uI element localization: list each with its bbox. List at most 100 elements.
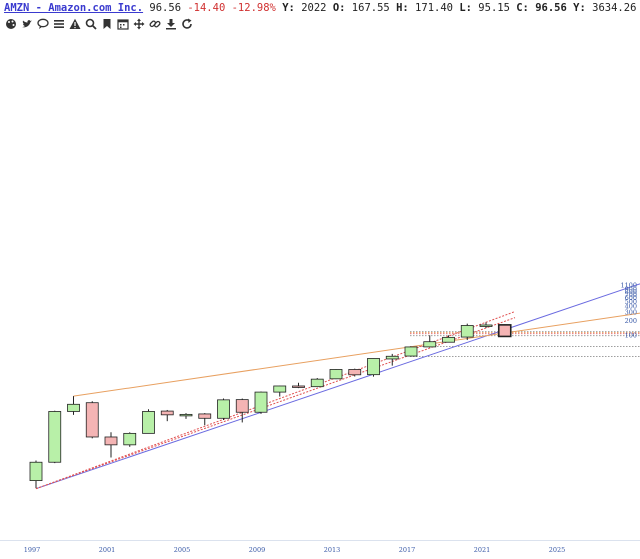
price-change: -14.40 (187, 2, 226, 14)
candle-2021 (479, 322, 493, 329)
trendline-red-1 (35, 317, 516, 490)
open-value: 167.55 (351, 2, 390, 14)
year-label: Y: (282, 2, 295, 14)
candle-2009 (254, 391, 268, 414)
candle-body-2017 (404, 346, 418, 357)
symbol-link[interactable]: AMZN - Amazon.com Inc. (4, 2, 144, 14)
calendar-icon[interactable] (116, 17, 129, 30)
candle-2014 (348, 368, 362, 377)
x-tick-label: 2001 (99, 546, 116, 554)
candle-body-2020 (460, 325, 474, 338)
candle-2012 (310, 378, 324, 388)
candle-body-2000 (85, 402, 99, 438)
candle-body-2003 (142, 411, 155, 434)
y-tick-label: 900 (625, 286, 637, 294)
y-tick-label: 300 (625, 309, 637, 317)
y-tick-label: 500 (625, 298, 637, 306)
candle-body-2002 (123, 432, 137, 446)
trendlines-layer (35, 283, 640, 490)
link-icon[interactable] (148, 17, 161, 30)
download-icon[interactable] (164, 17, 177, 30)
candle-2020 (460, 323, 474, 341)
search-icon[interactable] (84, 17, 97, 30)
y-tick-label: 200 (625, 317, 637, 325)
cursor-y-value: 3634.26 (592, 2, 637, 14)
trendline-blue (35, 283, 640, 490)
year-value: 2022 (301, 2, 327, 14)
candle-body-2013 (329, 369, 343, 380)
candle-body-2021 (479, 324, 493, 327)
low-label: L: (459, 2, 472, 14)
close-label: C: (516, 2, 529, 14)
candle-2002 (123, 432, 137, 447)
y-tick-label: 700 (625, 291, 637, 299)
candle-2007 (217, 398, 230, 420)
y-tick-label: 600 (625, 294, 637, 302)
candles-layer (29, 322, 512, 489)
x-tick-label: 2017 (399, 546, 416, 554)
candle-body-2014 (348, 369, 362, 376)
candle-body-2008 (235, 399, 249, 413)
candle-body-2015 (367, 358, 380, 376)
low-value: 95.15 (478, 2, 510, 14)
candle-2019 (442, 335, 455, 343)
candle-2004 (160, 409, 174, 422)
x-tick-label: 2025 (549, 546, 566, 554)
cursor-y-label: Y: (573, 2, 586, 14)
candle-body-2018 (423, 341, 437, 348)
candle-2005 (179, 413, 193, 419)
alert-icon[interactable] (68, 17, 81, 30)
candle-1999 (67, 396, 80, 415)
x-tick-label: 2013 (324, 546, 341, 554)
list-icon[interactable] (52, 17, 65, 30)
candle-2018 (423, 335, 437, 348)
candle-body-1998 (48, 411, 62, 463)
twitter-icon[interactable] (20, 17, 33, 30)
bookmark-icon[interactable] (100, 17, 113, 30)
x-tick-label: 2005 (174, 546, 191, 554)
candle-body-2012 (310, 378, 324, 388)
x-axis: 1997 2001 2005 2009 2013 2017 2021 2025 (24, 546, 566, 554)
x-tick-label: 1997 (24, 546, 41, 554)
candle-body-2006 (198, 413, 212, 419)
high-label: H: (396, 2, 409, 14)
move-icon[interactable] (132, 17, 145, 30)
candle-2016 (385, 353, 399, 366)
candle-body-2001 (104, 436, 118, 446)
candle-1997 (29, 460, 43, 489)
y-tick-label: 800 (625, 288, 637, 296)
x-tick-label: 2021 (474, 546, 491, 554)
candle-body-2009 (254, 391, 268, 413)
candle-body-2005 (179, 413, 193, 417)
chart-toolbar (4, 17, 193, 30)
candle-2003 (142, 409, 155, 434)
candle-2000 (85, 401, 99, 439)
high-value: 171.40 (415, 2, 453, 14)
quote-header: AMZN - Amazon.com Inc. 96.56 -14.40 -12.… (4, 1, 636, 15)
candle-body-2022 (497, 324, 512, 338)
trendline-red-2 (35, 311, 516, 490)
comment-icon[interactable] (36, 17, 49, 30)
refresh-icon[interactable] (180, 17, 193, 30)
candle-2015 (367, 358, 380, 377)
candle-body-1999 (67, 403, 80, 412)
candle-2001 (104, 432, 118, 458)
candle-2010 (273, 385, 287, 397)
open-label: O: (332, 2, 346, 14)
trendline-orange (73, 312, 640, 397)
candle-2008 (235, 398, 249, 423)
candle-body-2004 (160, 410, 174, 416)
price-change-pct: -12.98% (231, 2, 276, 14)
candle-body-2019 (442, 336, 455, 343)
candle-body-1997 (29, 461, 43, 482)
candle-2013 (329, 369, 343, 380)
y-tick-label: 1100 (620, 281, 637, 289)
candle-body-2007 (217, 399, 230, 419)
palette-icon[interactable] (4, 17, 17, 30)
candle-2022 (497, 324, 512, 338)
candle-body-2010 (273, 385, 287, 393)
candle-2006 (198, 413, 212, 426)
close-value: 96.56 (535, 2, 567, 14)
